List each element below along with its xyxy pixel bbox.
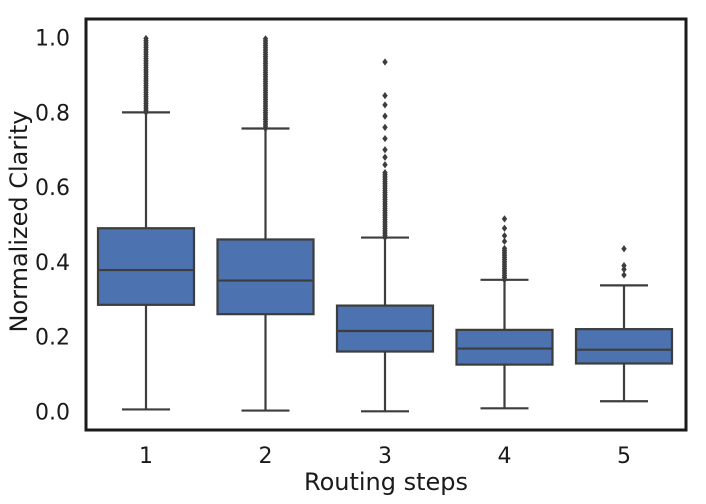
plot-frame — [84, 17, 688, 432]
x-tick-label: 5 — [617, 444, 631, 469]
x-axis-label: Routing steps — [304, 468, 468, 496]
outlier-point-29 — [382, 168, 388, 177]
plot-area — [96, 34, 674, 413]
outlier-point-30 — [382, 161, 388, 169]
y-tick-label: 0.6 — [35, 176, 70, 201]
box-1 — [96, 34, 196, 411]
outlier-point-15 — [501, 237, 508, 245]
iqr-box — [335, 304, 435, 353]
outlier-point-31 — [382, 153, 388, 161]
outlier-point-32 — [382, 146, 388, 154]
outlier-point-36 — [382, 101, 388, 109]
y-tick-label: 0.8 — [35, 101, 70, 126]
outlier-point-17 — [501, 224, 508, 232]
box-2 — [216, 35, 315, 412]
box-3 — [335, 58, 435, 413]
outlier-point-37 — [382, 91, 388, 100]
x-tick-label: 1 — [139, 444, 153, 469]
x-tick-label: 4 — [498, 444, 512, 469]
outlier-point-2 — [621, 262, 627, 270]
outlier-point-33 — [143, 34, 149, 43]
y-axis-label: Normalized Clarity — [5, 110, 33, 332]
outlier-point-14 — [501, 244, 508, 253]
iqr-box — [574, 328, 674, 365]
y-tick-label: 0.2 — [35, 326, 70, 351]
y-tick-label: 1.0 — [35, 27, 70, 52]
box-4 — [455, 215, 554, 410]
outlier-point-16 — [501, 232, 508, 240]
outlier-point-3 — [621, 245, 627, 253]
outlier-point-35 — [382, 112, 388, 120]
outlier-point-38 — [382, 58, 388, 66]
iqr-box — [96, 227, 196, 306]
iqr-box — [455, 328, 554, 366]
x-tick-label: 2 — [259, 444, 273, 469]
outlier-point-1 — [621, 265, 627, 273]
x-axis-ticks: 1 2 3 4 5 — [139, 444, 631, 469]
outlier-point-18 — [501, 215, 508, 223]
outlier-point-40 — [262, 35, 269, 43]
y-axis-ticks: 0.0 0.2 0.4 0.6 0.8 1.0 — [35, 27, 70, 426]
y-tick-label: 0.4 — [35, 251, 70, 276]
outlier-point-34 — [382, 123, 388, 131]
iqr-box — [216, 238, 315, 316]
outlier-point-33 — [382, 134, 388, 143]
box-5 — [574, 245, 674, 403]
x-tick-label: 3 — [378, 444, 392, 469]
outlier-point-0 — [621, 271, 627, 279]
y-tick-label: 0.0 — [35, 400, 70, 425]
